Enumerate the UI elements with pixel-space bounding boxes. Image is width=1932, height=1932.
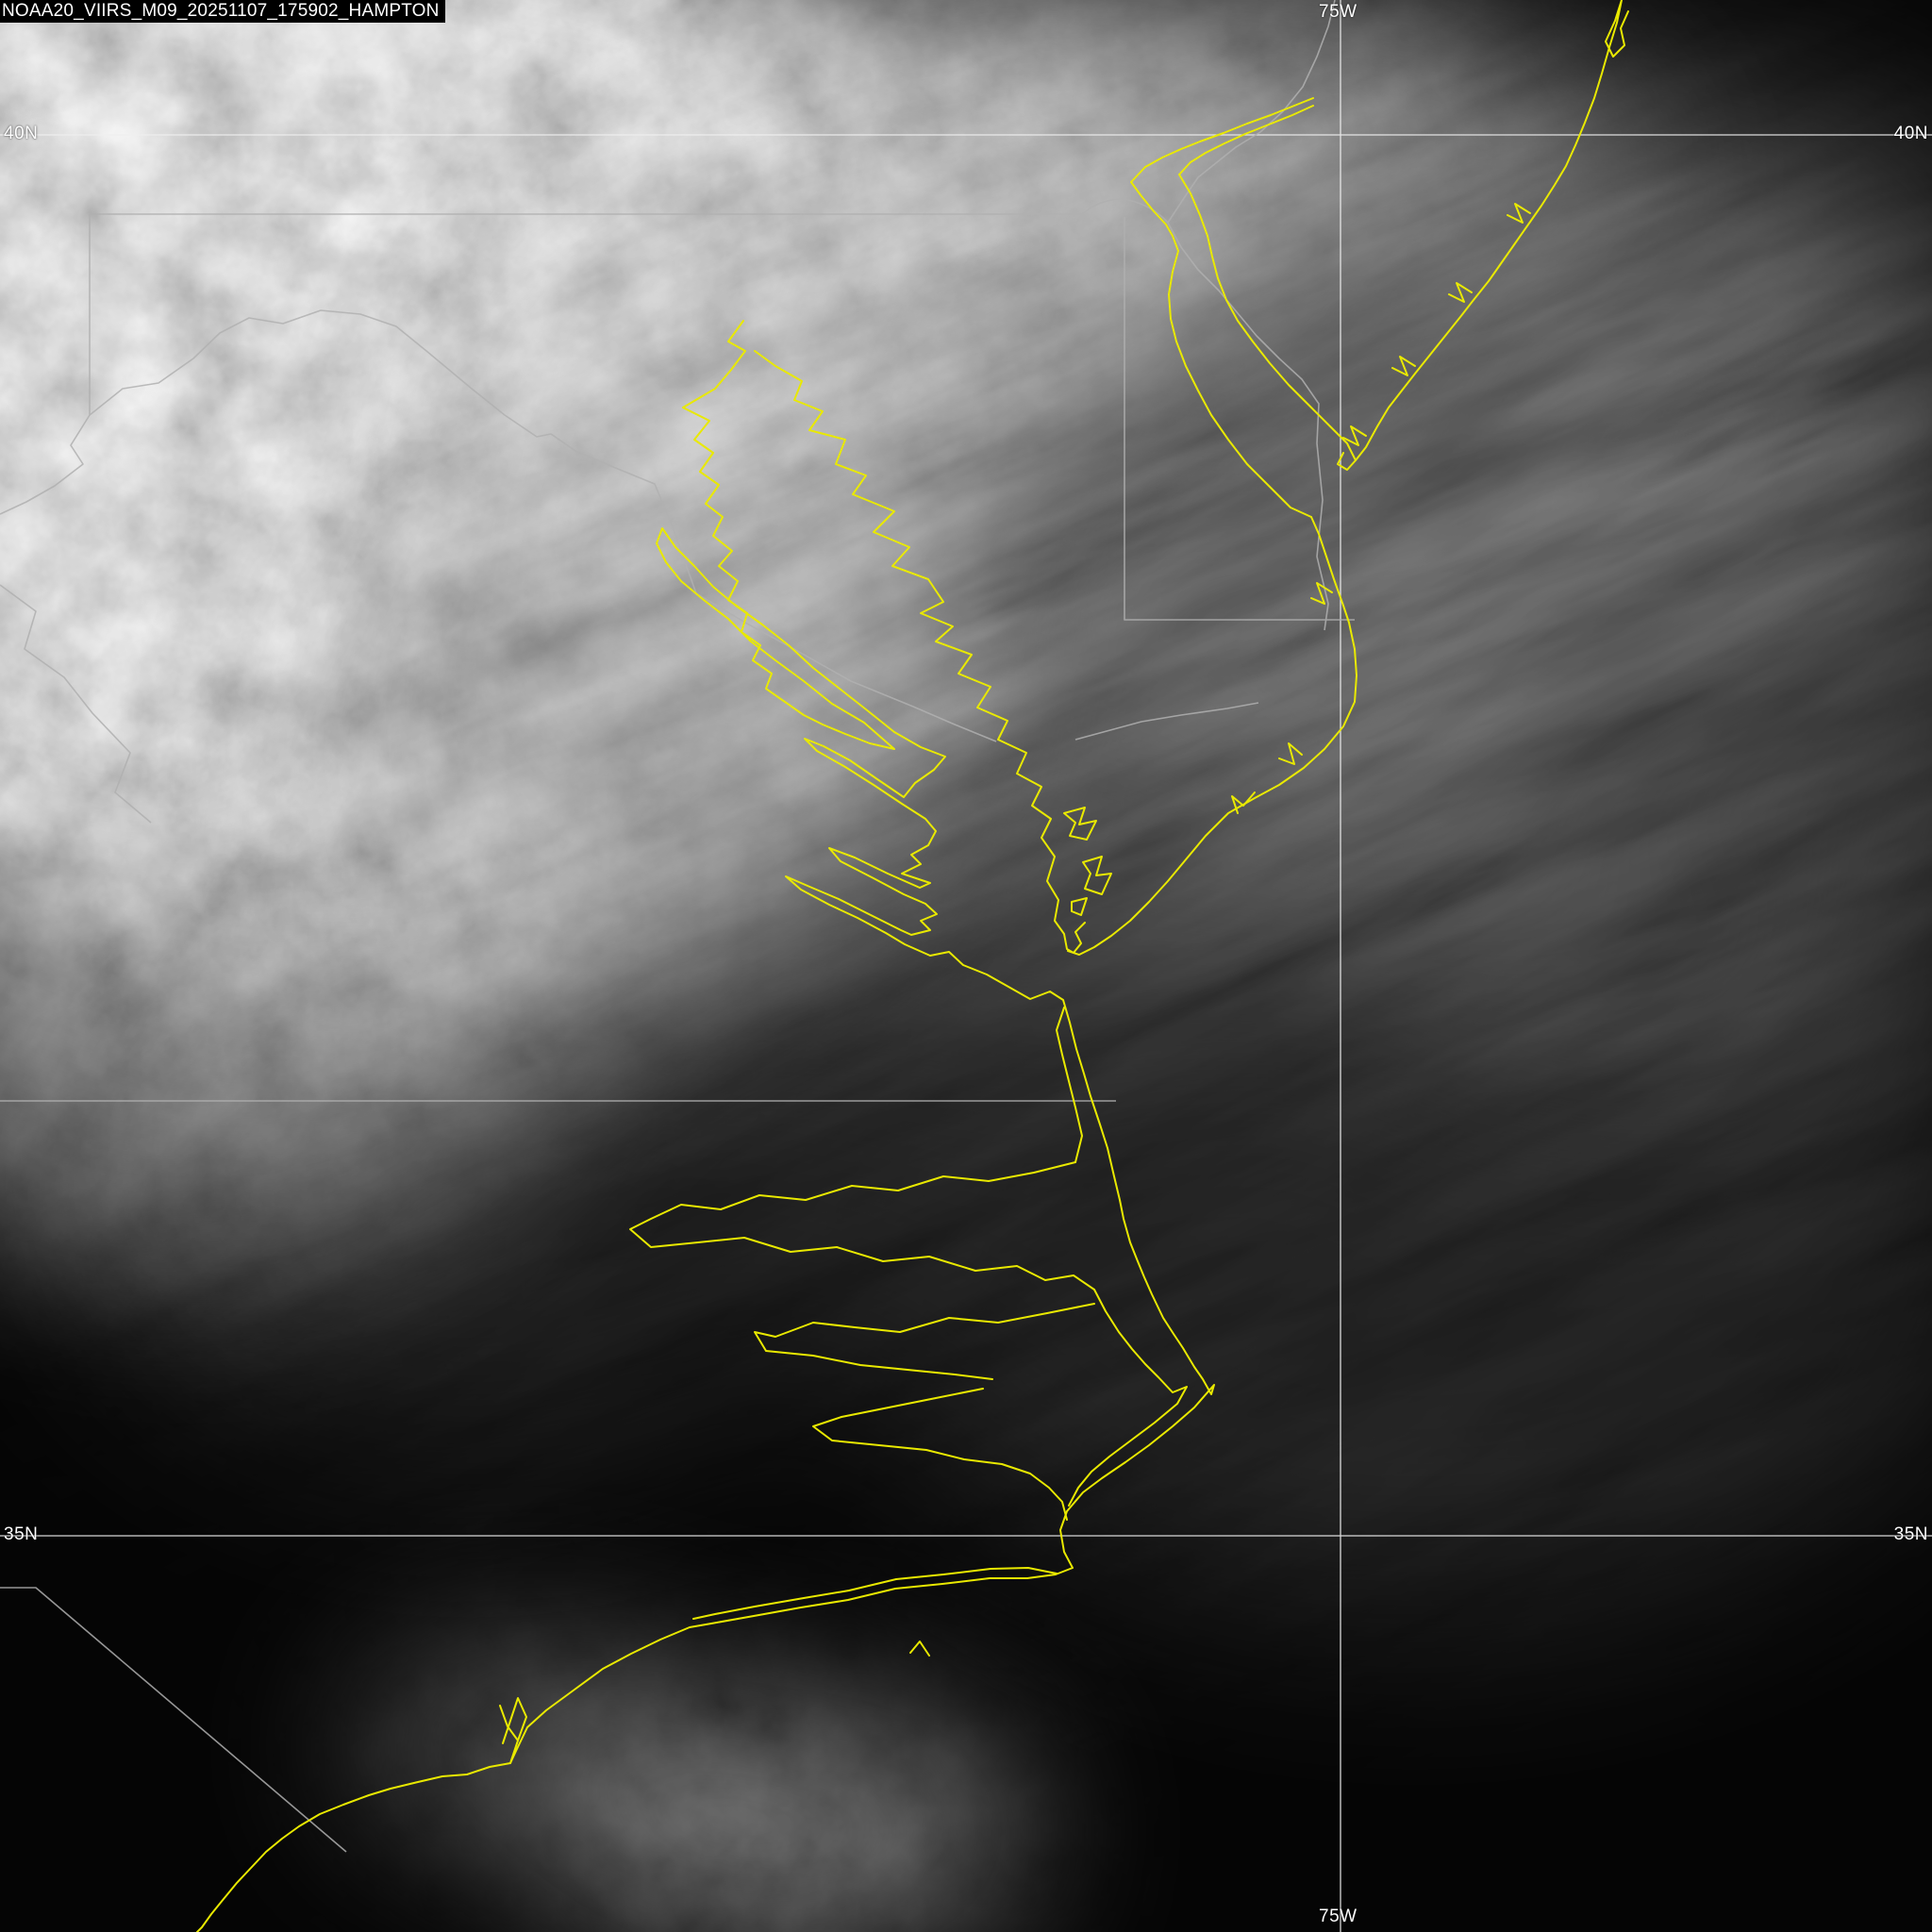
coast-delmarva-lagoons xyxy=(1231,582,1333,814)
coast-delmarva-atlantic xyxy=(1067,516,1357,956)
coast-currituck-inner xyxy=(1056,1007,1083,1163)
coast-tangier-islands xyxy=(1063,807,1112,916)
label-40n-right: 40N xyxy=(1893,124,1928,143)
label-40n-left: 40N xyxy=(4,124,39,143)
coast-bogue-inner xyxy=(692,1567,1058,1657)
coast-delaware-bay-nj xyxy=(1178,174,1357,471)
image-title: NOAA20_VIIRS_M09_20251107_175902_HAMPTON xyxy=(2,1,440,21)
border-de-md xyxy=(1124,217,1355,621)
coast-albemarle-sound xyxy=(629,1161,1095,1291)
coast-pamlico-river xyxy=(754,1303,1095,1380)
border-md-va-delmarva xyxy=(1074,702,1259,741)
coastline-overlay xyxy=(196,0,1629,1932)
coast-chesapeake-west-and-nc xyxy=(196,320,1215,1932)
border-md-va-potomac xyxy=(89,309,997,742)
label-35n-left: 35N xyxy=(4,1524,39,1544)
coast-nj-back-bays xyxy=(1342,203,1531,446)
coast-pamlico-inner-banks xyxy=(1068,1289,1188,1507)
image-title-bar: NOAA20_VIIRS_M09_20251107_175902_HAMPTON xyxy=(0,0,445,23)
border-md-wv-west xyxy=(0,214,91,515)
label-75w-bottom: 75W xyxy=(1319,1907,1357,1926)
coast-new-jersey-atlantic xyxy=(1355,0,1629,461)
coast-chesapeake-east xyxy=(754,350,1086,954)
coast-delaware-bay-west xyxy=(1130,181,1312,518)
border-nc-sc xyxy=(0,1587,347,1853)
coast-cape-fear-river xyxy=(499,1697,527,1764)
label-75w-top: 75W xyxy=(1319,2,1357,22)
border-wv-va xyxy=(0,584,152,824)
coast-neuse-river xyxy=(812,1388,1068,1521)
border-de-arc xyxy=(1081,198,1169,224)
coast-delaware-river xyxy=(1130,97,1314,183)
label-35n-right: 35N xyxy=(1893,1524,1928,1544)
border-nj-delaware-river xyxy=(1167,0,1336,631)
state-borders xyxy=(0,0,1355,1853)
